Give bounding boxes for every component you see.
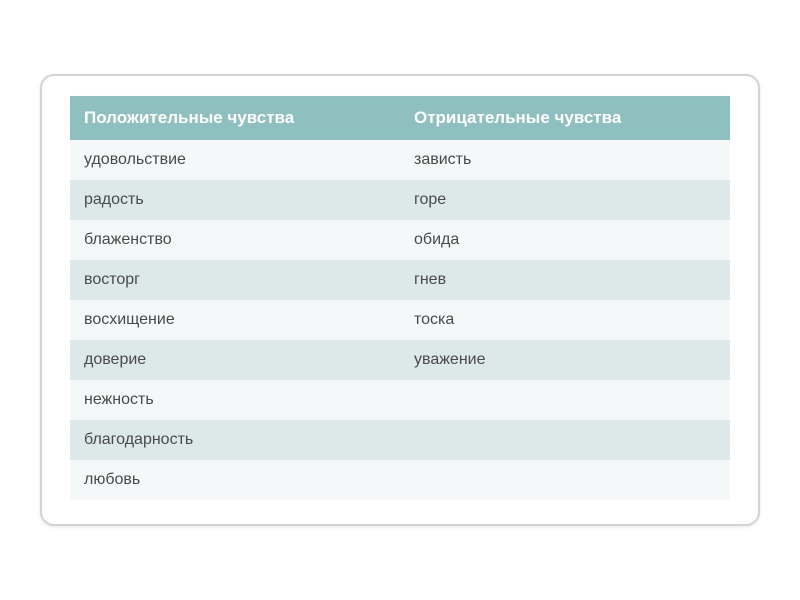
table-row: радость горе (70, 180, 730, 220)
header-negative: Отрицательные чувства (400, 96, 730, 140)
table-row: восторг гнев (70, 260, 730, 300)
header-positive: Положительные чувства (70, 96, 400, 140)
cell-negative (400, 380, 730, 420)
table-row: блаженство обида (70, 220, 730, 260)
cell-positive: нежность (70, 380, 400, 420)
table-row: благодарность (70, 420, 730, 460)
cell-negative (400, 420, 730, 460)
cell-positive: удовольствие (70, 140, 400, 180)
feelings-table: Положительные чувства Отрицательные чувс… (70, 96, 730, 500)
cell-negative (400, 460, 730, 500)
cell-positive: доверие (70, 340, 400, 380)
cell-positive: восторг (70, 260, 400, 300)
cell-positive: благодарность (70, 420, 400, 460)
cell-positive: любовь (70, 460, 400, 500)
cell-positive: восхищение (70, 300, 400, 340)
table-row: восхищение тоска (70, 300, 730, 340)
cell-negative: тоска (400, 300, 730, 340)
table-card: Положительные чувства Отрицательные чувс… (40, 74, 760, 526)
table-row: доверие уважение (70, 340, 730, 380)
table-row: удовольствие зависть (70, 140, 730, 180)
cell-negative: обида (400, 220, 730, 260)
cell-positive: блаженство (70, 220, 400, 260)
cell-negative: горе (400, 180, 730, 220)
cell-negative: зависть (400, 140, 730, 180)
table-row: любовь (70, 460, 730, 500)
table-row: нежность (70, 380, 730, 420)
table-header-row: Положительные чувства Отрицательные чувс… (70, 96, 730, 140)
cell-negative: гнев (400, 260, 730, 300)
cell-negative: уважение (400, 340, 730, 380)
cell-positive: радость (70, 180, 400, 220)
